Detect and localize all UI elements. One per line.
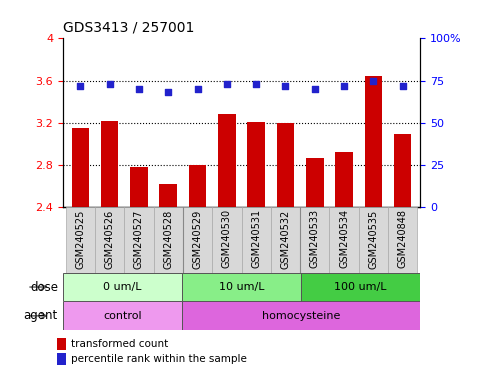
Bar bbox=[71, 128, 89, 207]
Text: 10 um/L: 10 um/L bbox=[219, 282, 264, 292]
FancyBboxPatch shape bbox=[95, 207, 124, 273]
Bar bbox=[365, 76, 382, 207]
Bar bbox=[394, 134, 412, 207]
Text: percentile rank within the sample: percentile rank within the sample bbox=[71, 354, 247, 364]
Text: GSM240848: GSM240848 bbox=[398, 209, 408, 268]
Text: GSM240527: GSM240527 bbox=[134, 209, 144, 269]
Text: control: control bbox=[103, 311, 142, 321]
Text: 100 um/L: 100 um/L bbox=[334, 282, 387, 292]
Text: 0 um/L: 0 um/L bbox=[103, 282, 142, 292]
Text: GSM240528: GSM240528 bbox=[163, 209, 173, 268]
Bar bbox=[277, 123, 294, 207]
Bar bbox=[130, 167, 148, 207]
FancyBboxPatch shape bbox=[183, 207, 212, 273]
FancyBboxPatch shape bbox=[154, 207, 183, 273]
Bar bbox=[189, 165, 206, 207]
FancyBboxPatch shape bbox=[271, 207, 300, 273]
Point bbox=[106, 81, 114, 87]
Point bbox=[399, 83, 407, 89]
Bar bbox=[63, 301, 182, 330]
Bar bbox=[63, 273, 182, 301]
Text: GSM240525: GSM240525 bbox=[75, 209, 85, 269]
FancyBboxPatch shape bbox=[66, 207, 95, 273]
Bar bbox=[57, 353, 66, 365]
Point bbox=[369, 78, 377, 84]
Point bbox=[223, 81, 231, 87]
Text: GSM240526: GSM240526 bbox=[105, 209, 114, 268]
Bar bbox=[159, 184, 177, 207]
Bar bbox=[101, 121, 118, 207]
Bar bbox=[306, 158, 324, 207]
FancyBboxPatch shape bbox=[124, 207, 154, 273]
Point bbox=[282, 83, 289, 89]
Point bbox=[340, 83, 348, 89]
Point bbox=[194, 86, 201, 92]
Bar bbox=[218, 114, 236, 207]
Text: GSM240531: GSM240531 bbox=[251, 209, 261, 268]
FancyBboxPatch shape bbox=[359, 207, 388, 273]
Bar bbox=[57, 338, 66, 349]
Text: agent: agent bbox=[24, 310, 58, 322]
Text: GSM240535: GSM240535 bbox=[369, 209, 378, 268]
Bar bbox=[335, 152, 353, 207]
FancyBboxPatch shape bbox=[388, 207, 417, 273]
Point bbox=[311, 86, 319, 92]
Text: GSM240530: GSM240530 bbox=[222, 209, 232, 268]
Bar bbox=[247, 122, 265, 207]
FancyBboxPatch shape bbox=[300, 207, 329, 273]
FancyBboxPatch shape bbox=[212, 207, 242, 273]
Point bbox=[252, 81, 260, 87]
Text: GSM240532: GSM240532 bbox=[281, 209, 290, 268]
Point bbox=[76, 83, 84, 89]
FancyBboxPatch shape bbox=[242, 207, 271, 273]
Point bbox=[164, 89, 172, 96]
Bar bbox=[182, 273, 301, 301]
Text: GDS3413 / 257001: GDS3413 / 257001 bbox=[63, 21, 194, 35]
Text: GSM240534: GSM240534 bbox=[339, 209, 349, 268]
Text: transformed count: transformed count bbox=[71, 339, 169, 349]
Bar bbox=[182, 301, 420, 330]
Text: dose: dose bbox=[30, 281, 58, 293]
Text: GSM240529: GSM240529 bbox=[193, 209, 202, 268]
Text: GSM240533: GSM240533 bbox=[310, 209, 320, 268]
FancyBboxPatch shape bbox=[329, 207, 359, 273]
Point bbox=[135, 86, 143, 92]
Text: homocysteine: homocysteine bbox=[262, 311, 340, 321]
Bar bbox=[301, 273, 420, 301]
